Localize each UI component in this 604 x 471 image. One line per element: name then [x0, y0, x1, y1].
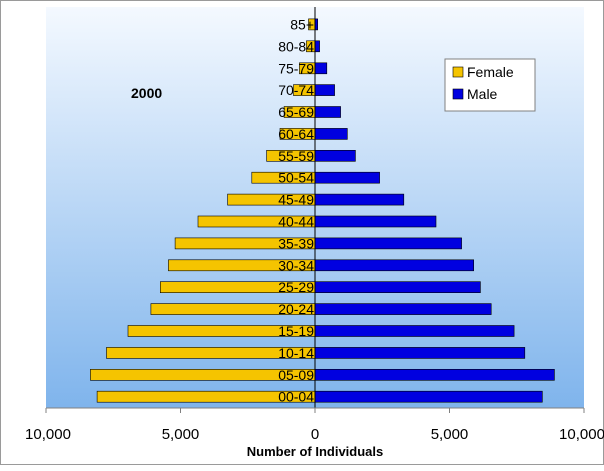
- x-tick-label: 5,000: [162, 426, 200, 443]
- bar-male-45-49: [314, 193, 405, 206]
- bars-layer: [90, 18, 555, 403]
- bar-male-35-39: [314, 237, 462, 250]
- bar-male-80-84: [314, 40, 320, 53]
- category-label-60-64: 60-64: [278, 126, 314, 142]
- bar-male-05-09: [314, 368, 555, 381]
- legend-label-female: Female: [467, 64, 514, 80]
- x-tick-label: 10,000: [25, 426, 71, 443]
- bar-male-75-79: [314, 62, 328, 75]
- bar-male-15-19: [314, 325, 515, 337]
- category-label-55-59: 55-59: [278, 148, 314, 164]
- category-label-50-54: 50-54: [278, 170, 314, 186]
- legend-swatch-female: [452, 66, 464, 78]
- category-label-40-44: 40-44: [278, 214, 314, 230]
- category-labels: 00-04 05-09 10-14 15-19 20-24 25-29 30-34 35-39…: [278, 16, 314, 404]
- bar-male-70-74: [314, 84, 335, 96]
- category-label-20-24: 20-24: [278, 301, 314, 317]
- category-label-85+: 85+: [290, 16, 314, 32]
- category-label-75-79: 75-79: [278, 60, 314, 76]
- category-label-35-39: 35-39: [278, 235, 314, 251]
- legend-label-male: Male: [467, 86, 498, 102]
- category-label-15-19: 15-19: [278, 323, 314, 339]
- category-label-05-09: 05-09: [278, 367, 314, 383]
- legend: Female Male: [444, 58, 536, 112]
- category-label-70-74: 70-74: [278, 82, 314, 98]
- legend-swatch-male: [452, 88, 464, 100]
- year-annotation: 2000: [131, 85, 162, 101]
- bar-male-60-64: [314, 128, 348, 140]
- x-tick-label: 10,000: [559, 426, 604, 443]
- x-axis-label: Number of Individuals: [247, 444, 384, 459]
- category-label-80-84: 80-84: [278, 38, 314, 54]
- bar-male-00-04: [314, 390, 543, 403]
- category-label-45-49: 45-49: [278, 192, 314, 208]
- category-label-25-29: 25-29: [278, 279, 314, 295]
- category-label-00-04: 00-04: [278, 389, 314, 405]
- bar-male-30-34: [314, 259, 474, 272]
- x-tick-label: 0: [311, 426, 319, 443]
- bar-male-25-29: [314, 281, 481, 294]
- bar-male-10-14: [314, 347, 526, 359]
- x-axis-ticks: 10,000 5,000 0 5,000 10,000: [25, 408, 604, 443]
- category-label-10-14: 10-14: [278, 345, 314, 361]
- category-label-65-69: 65-69: [278, 104, 314, 120]
- bar-male-50-54: [314, 171, 380, 184]
- category-label-30-34: 30-34: [278, 257, 314, 273]
- bar-male-65-69: [314, 106, 341, 118]
- bar-male-40-44: [314, 215, 437, 228]
- bar-male-55-59: [314, 150, 356, 162]
- x-tick-label: 5,000: [431, 426, 469, 443]
- bar-male-20-24: [314, 303, 492, 315]
